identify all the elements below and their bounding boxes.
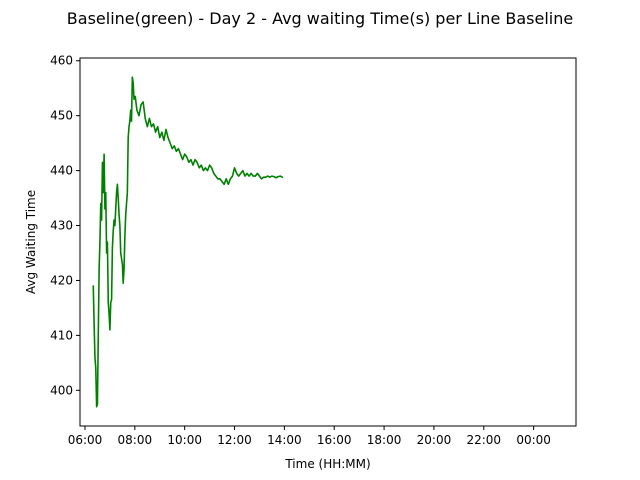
y-axis: 400 410 420 430 440 450 460 xyxy=(50,54,80,397)
series-layer xyxy=(92,76,284,408)
y-tick-label: 410 xyxy=(50,328,73,342)
series-line-0 xyxy=(92,76,284,408)
x-tick-label: 20:00 xyxy=(417,433,452,447)
y-tick-label: 450 xyxy=(50,109,73,123)
x-tick-label: 00:00 xyxy=(516,433,551,447)
x-tick-label: 10:00 xyxy=(167,433,202,447)
y-tick-label: 420 xyxy=(50,273,73,287)
y-tick-label: 430 xyxy=(50,219,73,233)
x-tick-label: 18:00 xyxy=(367,433,402,447)
x-tick-label: 08:00 xyxy=(118,433,153,447)
y-tick-label: 460 xyxy=(50,54,73,68)
x-axis-label: Time (HH:MM) xyxy=(284,457,370,471)
y-tick-label: 440 xyxy=(50,164,73,178)
x-tick-label: 12:00 xyxy=(217,433,252,447)
plot-area xyxy=(80,58,576,426)
chart-title: Baseline(green) - Day 2 - Avg waiting Ti… xyxy=(67,9,573,28)
y-tick-label: 400 xyxy=(50,383,73,397)
x-tick-label: 22:00 xyxy=(466,433,501,447)
x-tick-label: 16:00 xyxy=(317,433,352,447)
y-axis-label: Avg Waiting Time xyxy=(24,190,38,294)
x-tick-label: 06:00 xyxy=(68,433,103,447)
x-axis: 06:00 08:00 10:00 12:00 14:00 16:00 18:00 20:00… xyxy=(68,426,551,447)
x-tick-label: 14:00 xyxy=(267,433,302,447)
plot-frame xyxy=(79,57,577,427)
